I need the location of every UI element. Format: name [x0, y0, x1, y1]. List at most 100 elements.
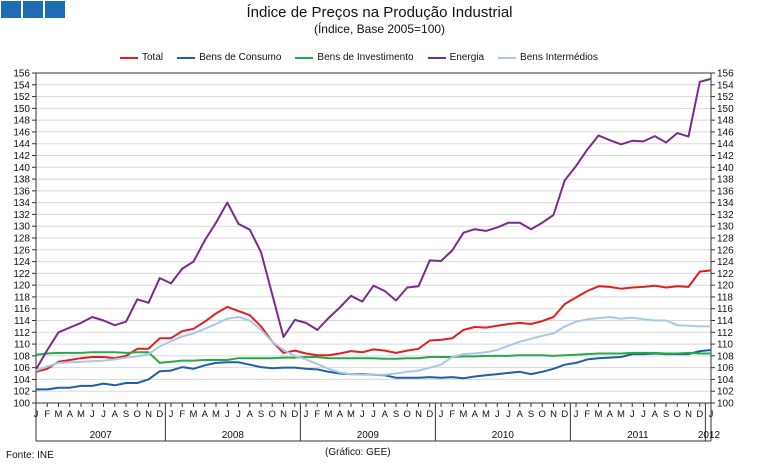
y-tick-label-left: 110 — [14, 340, 30, 351]
series-line-bens-de-investimento — [35, 351, 711, 364]
y-tick-label-right: 138 — [717, 175, 734, 186]
y-tick-label-left: 138 — [13, 175, 30, 186]
y-tick-label-left: 128 — [13, 234, 30, 245]
y-tick-label-right: 110 — [717, 340, 733, 351]
y-tick-label-right: 108 — [717, 351, 734, 362]
y-tick-label-left: 106 — [13, 363, 30, 374]
x-tick-label-month: O — [269, 409, 276, 420]
x-tick-label-month: J — [225, 409, 230, 420]
y-tick-label-left: 148 — [13, 116, 30, 127]
y-tick-label-left: 154 — [13, 80, 30, 91]
chart-title: Índice de Preços na Produção Industrial — [246, 4, 513, 21]
x-tick-label-month: S — [258, 409, 264, 420]
x-tick-label-month: D — [291, 409, 298, 420]
chart-credit: (Gráfico: GEE) — [325, 447, 391, 458]
x-tick-label-month: M — [325, 409, 333, 420]
y-tick-label-left: 144 — [13, 139, 30, 150]
chart-legend: Total Bens de Consumo Bens de Investimen… — [120, 52, 612, 63]
x-tick-label-month: A — [472, 409, 479, 420]
x-tick-label-month: D — [426, 409, 433, 420]
y-tick-label-left: 132 — [13, 210, 30, 221]
legend-swatch-bens-investimento — [295, 56, 314, 59]
y-tick-label-right: 150 — [717, 104, 734, 115]
x-tick-label-month: O — [539, 409, 546, 420]
y-tick-label-right: 104 — [717, 375, 734, 386]
y-tick-label-right: 130 — [717, 222, 734, 233]
y-tick-label-right: 146 — [717, 127, 734, 138]
y-tick-label-right: 120 — [717, 281, 734, 292]
x-tick-label-month: J — [236, 409, 241, 420]
y-tick-label-left: 116 — [14, 304, 30, 315]
y-tick-label-left: 102 — [13, 387, 30, 398]
y-tick-label-right: 154 — [717, 80, 734, 91]
logo-square-1-icon — [1, 1, 21, 18]
y-tick-label-right: 100 — [717, 399, 734, 410]
chart-subtitle: (Índice, Base 2005=100) — [313, 22, 446, 36]
x-tick-label-month: N — [280, 409, 287, 420]
y-tick-label-right: 126 — [717, 245, 734, 256]
x-tick-label-month: N — [415, 409, 422, 420]
y-tick-label-right: 116 — [717, 304, 733, 315]
x-tick-label-month: A — [652, 409, 659, 420]
x-tick-label-month: N — [145, 409, 152, 420]
x-tick-label-month: S — [663, 409, 669, 420]
y-tick-label-left: 100 — [13, 399, 30, 410]
y-tick-label-right: 142 — [717, 151, 734, 162]
x-tick-label-month: F — [584, 409, 590, 420]
y-tick-label-right: 124 — [717, 257, 734, 268]
series-line-total — [35, 269, 712, 373]
x-tick-label-month: D — [156, 409, 163, 420]
y-tick-label-right: 106 — [717, 363, 734, 374]
x-tick-label-month: F — [179, 409, 185, 420]
y-tick-label-left: 120 — [13, 281, 30, 292]
y-tick-label-right: 102 — [717, 387, 734, 398]
y-tick-label-right: 136 — [717, 186, 734, 197]
x-tick-label-month: N — [685, 409, 692, 420]
y-tick-label-left: 146 — [13, 127, 30, 138]
y-tick-label-left: 134 — [13, 198, 30, 209]
x-tick-label-month: J — [371, 409, 376, 420]
x-tick-label-month: S — [528, 409, 534, 420]
x-tick-label-month: M — [617, 409, 625, 420]
legend-swatch-bens-consumo — [177, 56, 196, 59]
x-tick-label-month: J — [439, 409, 444, 420]
x-tick-label-month: J — [304, 409, 309, 420]
series-line-bens-intermedios — [35, 316, 711, 376]
y-tick-label-left: 112 — [14, 328, 30, 339]
x-year-label: 2010 — [492, 430, 515, 441]
y-tick-label-left: 108 — [13, 351, 30, 362]
x-tick-label-month: M — [212, 409, 220, 420]
legend-item-bens-intermedios: Bens Intermédios — [498, 52, 598, 63]
x-tick-label-month: J — [169, 409, 174, 420]
x-tick-label-month: J — [574, 409, 579, 420]
legend-item-bens-investimento: Bens de Investimento — [295, 52, 414, 63]
y-tick-label-left: 156 — [13, 69, 30, 80]
x-tick-label-month: D — [696, 409, 703, 420]
x-tick-label-month: J — [630, 409, 635, 420]
y-tick-label-left: 126 — [13, 245, 30, 256]
x-tick-label-month: O — [134, 409, 141, 420]
legend-label-bens-investimento: Bens de Investimento — [317, 52, 414, 63]
y-tick-label-left: 150 — [13, 104, 30, 115]
y-tick-label-right: 134 — [717, 198, 734, 209]
x-tick-label-month: A — [67, 409, 74, 420]
x-tick-label-month: A — [337, 409, 344, 420]
y-tick-label-left: 140 — [13, 163, 30, 174]
x-year-label: 2012 — [698, 430, 721, 441]
y-tick-label-left: 118 — [14, 292, 30, 303]
x-tick-label-month: M — [460, 409, 468, 420]
y-tick-label-left: 136 — [13, 186, 30, 197]
legend-swatch-bens-intermedios — [498, 56, 517, 59]
legend-swatch-total — [120, 56, 138, 59]
legend-label-total: Total — [142, 52, 164, 63]
legend-label-bens-intermedios: Bens Intermédios — [520, 52, 598, 63]
x-tick-label-month: O — [404, 409, 411, 420]
y-tick-label-left: 114 — [14, 316, 30, 327]
x-tick-label-month: F — [44, 409, 50, 420]
legend-item-energia: Energia — [427, 52, 484, 63]
x-tick-label-month: D — [561, 409, 568, 420]
x-tick-label-month: S — [123, 409, 129, 420]
y-tick-label-left: 104 — [13, 375, 30, 386]
x-tick-label-month: J — [641, 409, 646, 420]
x-tick-label-month: J — [506, 409, 511, 420]
